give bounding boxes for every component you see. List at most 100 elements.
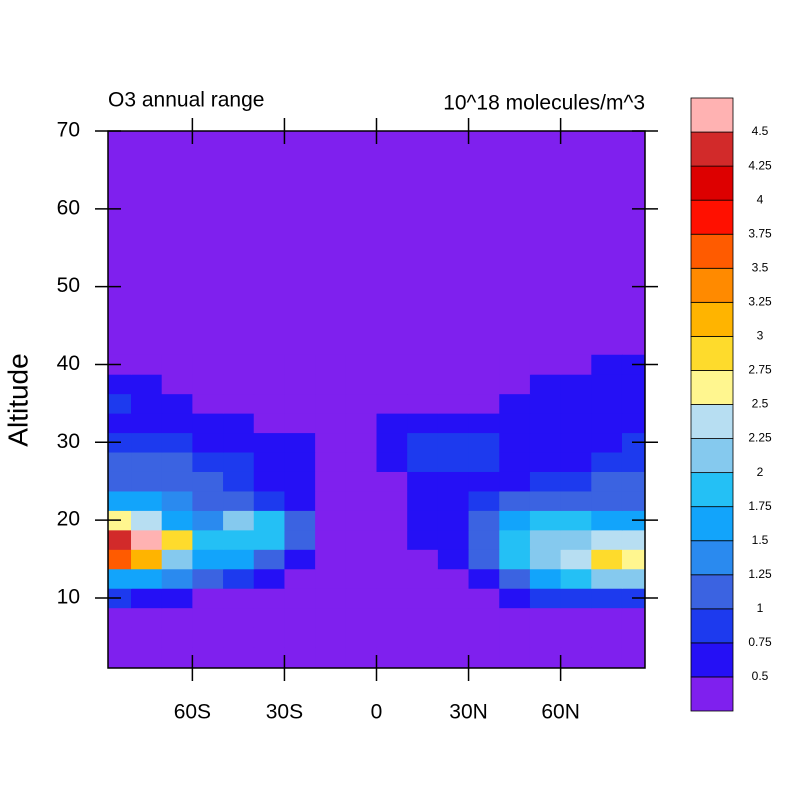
field-cell bbox=[591, 510, 623, 531]
field-cell bbox=[376, 393, 408, 414]
field-cell bbox=[253, 529, 285, 550]
field-cell bbox=[345, 432, 377, 453]
field-cell bbox=[407, 471, 439, 492]
field-cell bbox=[621, 568, 645, 589]
y-tick-label: 20 bbox=[57, 508, 80, 531]
field-cell bbox=[161, 549, 193, 570]
field-cell bbox=[131, 354, 163, 375]
field-cell bbox=[560, 471, 592, 492]
colorbar-label: 4.25 bbox=[748, 158, 772, 172]
x-tick-label: 30N bbox=[449, 701, 488, 724]
colorbar-label: 1 bbox=[757, 601, 764, 615]
colorbar-box bbox=[690, 301, 734, 337]
field-cell bbox=[621, 646, 645, 668]
colorbar-box bbox=[690, 472, 734, 508]
field-cell bbox=[253, 452, 285, 472]
field-cell bbox=[437, 393, 470, 414]
field-cell bbox=[253, 393, 285, 414]
field-cell bbox=[161, 588, 193, 609]
field-cell bbox=[376, 529, 408, 550]
field-cell bbox=[376, 374, 408, 395]
field-cell bbox=[407, 354, 439, 375]
colorbar-label: 3.5 bbox=[752, 260, 769, 274]
y-tick-label: 50 bbox=[57, 274, 80, 297]
field-cell bbox=[560, 452, 592, 472]
field-cell bbox=[192, 374, 224, 395]
field-cell bbox=[108, 393, 132, 414]
field-cell bbox=[529, 393, 562, 414]
field-cell bbox=[468, 490, 500, 511]
field-cell bbox=[223, 627, 255, 648]
field-cell bbox=[407, 627, 439, 648]
field-cell bbox=[192, 452, 224, 472]
field-cell bbox=[108, 568, 132, 589]
field-cell bbox=[161, 510, 193, 531]
field-cell bbox=[560, 529, 592, 550]
field-cell bbox=[376, 354, 408, 375]
colorbar-label: 2.75 bbox=[748, 363, 772, 377]
field-cell bbox=[621, 413, 645, 434]
field-cell bbox=[529, 490, 562, 511]
field-cell bbox=[345, 568, 377, 589]
field-cell bbox=[560, 510, 592, 531]
field-cell bbox=[315, 413, 347, 434]
field-cell bbox=[499, 627, 531, 648]
field-cell bbox=[315, 354, 347, 375]
field-cell bbox=[621, 627, 645, 648]
field-cell bbox=[315, 607, 347, 628]
field-cell bbox=[376, 471, 408, 492]
field-cell bbox=[345, 510, 377, 531]
colorbar-box bbox=[690, 506, 734, 542]
field-cell bbox=[131, 607, 163, 628]
field-cell bbox=[560, 568, 592, 589]
field-cell bbox=[192, 646, 224, 668]
field-cell bbox=[407, 607, 439, 628]
colorbar-box bbox=[690, 233, 734, 269]
field-cell bbox=[223, 568, 255, 589]
field-cell bbox=[253, 354, 285, 375]
field-cell bbox=[621, 393, 645, 414]
x-tick-label: 60N bbox=[541, 701, 580, 724]
field-cell bbox=[161, 452, 193, 472]
field-cell bbox=[108, 607, 132, 628]
field-cell bbox=[560, 354, 592, 375]
field-cell bbox=[315, 588, 347, 609]
field-cell bbox=[468, 432, 500, 453]
field-cell bbox=[223, 393, 255, 414]
field-cell bbox=[284, 393, 316, 414]
field-cell bbox=[223, 607, 255, 628]
field-cell bbox=[161, 529, 193, 550]
y-tick-label: 40 bbox=[57, 352, 80, 375]
field-cell bbox=[284, 490, 316, 511]
field-cell bbox=[468, 471, 500, 492]
field-cell bbox=[529, 413, 562, 434]
field-cell bbox=[284, 568, 316, 589]
field-cell bbox=[407, 452, 439, 472]
field-cell bbox=[437, 510, 470, 531]
field-cell bbox=[108, 529, 132, 550]
field-cell bbox=[131, 413, 163, 434]
field-cell bbox=[131, 549, 163, 570]
field-cell bbox=[529, 354, 562, 375]
field-cell bbox=[253, 374, 285, 395]
field-cell bbox=[192, 529, 224, 550]
field-cell bbox=[284, 529, 316, 550]
field-cell bbox=[253, 646, 285, 668]
field-cell bbox=[376, 510, 408, 531]
field-cell bbox=[621, 490, 645, 511]
colorbar-label: 1.75 bbox=[748, 499, 772, 513]
colorbar-box bbox=[690, 335, 734, 371]
field-cell bbox=[131, 490, 163, 511]
field-cell bbox=[407, 413, 439, 434]
field-cell bbox=[499, 432, 531, 453]
field-cell bbox=[437, 549, 470, 570]
field-cell bbox=[161, 607, 193, 628]
field-cell bbox=[161, 374, 193, 395]
field-cell bbox=[161, 568, 193, 589]
field-cell bbox=[192, 588, 224, 609]
field-cell bbox=[407, 588, 439, 609]
field-cell bbox=[437, 588, 470, 609]
field-cell bbox=[131, 646, 163, 668]
field-cell bbox=[376, 490, 408, 511]
field-cell bbox=[529, 529, 562, 550]
